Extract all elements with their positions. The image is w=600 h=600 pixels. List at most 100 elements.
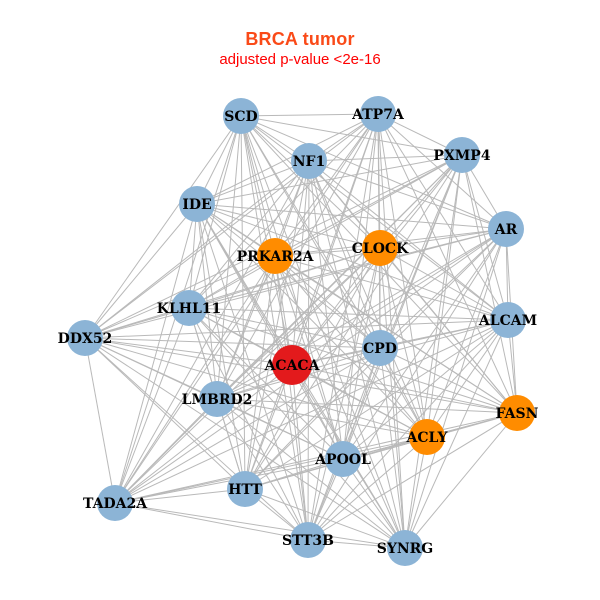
edge-PRKAR2A-LMBRD2 xyxy=(216,255,276,400)
edge-CLOCK-STT3B xyxy=(307,247,381,541)
edge-CLOCK-TADA2A xyxy=(114,247,381,504)
edge-SCD-PRKAR2A xyxy=(240,115,276,257)
edge-ALCAM-HTT xyxy=(244,319,509,490)
edge-PXMP4-FASN xyxy=(461,154,518,414)
edge-NF1-PXMP4 xyxy=(308,154,463,162)
edge-IDE-DDX52 xyxy=(84,203,198,339)
edge-CLOCK-FASN xyxy=(379,247,518,414)
edge-ACACA-HTT xyxy=(244,364,293,490)
edge-ALCAM-SYNRG xyxy=(404,319,509,549)
edge-AR-ACLY xyxy=(426,228,507,438)
edge-ALCAM-ACLY xyxy=(426,319,509,438)
edge-ALCAM-ACACA xyxy=(291,319,509,366)
edge-PRKAR2A-CPD xyxy=(274,255,381,349)
edge-CLOCK-DDX52 xyxy=(84,247,381,339)
edge-KLHL11-FASN xyxy=(188,307,518,414)
edge-AR-CLOCK xyxy=(379,228,507,249)
edge-PRKAR2A-ACLY xyxy=(274,255,428,438)
edge-FASN-STT3B xyxy=(307,412,518,541)
edge-TADA2A-SYNRG xyxy=(114,502,406,549)
edge-IDE-AR xyxy=(196,203,507,230)
edge-APOOL-SYNRG xyxy=(342,458,406,549)
edge-IDE-ACLY xyxy=(196,203,428,438)
edge-ACACA-FASN xyxy=(291,364,518,414)
edge-PXMP4-HTT xyxy=(244,154,463,490)
edge-NF1-KLHL11 xyxy=(188,160,310,309)
edge-NF1-APOOL xyxy=(308,160,344,460)
node-PRKAR2A xyxy=(257,238,293,274)
edge-ATP7A-ALCAM xyxy=(377,113,509,321)
edge-PXMP4-ALCAM xyxy=(461,154,509,321)
edge-PXMP4-SYNRG xyxy=(404,154,463,549)
node-HTT xyxy=(227,471,263,507)
edge-HTT-TADA2A xyxy=(114,488,246,504)
edge-NF1-AR xyxy=(308,160,507,230)
edge-CLOCK-LMBRD2 xyxy=(216,247,381,400)
edge-IDE-ALCAM xyxy=(196,203,509,321)
edge-ACLY-STT3B xyxy=(307,436,428,541)
edge-KLHL11-CPD xyxy=(188,307,381,349)
edge-PXMP4-KLHL11 xyxy=(188,154,463,309)
edge-IDE-HTT xyxy=(196,203,246,490)
edge-PXMP4-PRKAR2A xyxy=(274,154,463,257)
node-STT3B xyxy=(290,522,326,558)
edge-ATP7A-LMBRD2 xyxy=(216,113,379,400)
edge-SCD-DDX52 xyxy=(84,115,242,339)
edge-CPD-FASN xyxy=(379,347,518,414)
edge-IDE-TADA2A xyxy=(114,203,198,504)
edge-LMBRD2-TADA2A xyxy=(114,398,218,504)
node-DDX52 xyxy=(67,320,103,356)
edge-ATP7A-IDE xyxy=(196,113,379,205)
edge-NF1-HTT xyxy=(244,160,310,490)
edge-DDX52-HTT xyxy=(84,337,246,490)
edge-LMBRD2-ACLY xyxy=(216,398,428,438)
node-FASN xyxy=(499,395,535,431)
edge-CPD-HTT xyxy=(244,347,381,490)
node-SYNRG xyxy=(387,530,423,566)
edge-CLOCK-SYNRG xyxy=(379,247,406,549)
node-CLOCK xyxy=(362,230,398,266)
node-TADA2A xyxy=(97,485,133,521)
edge-AR-DDX52 xyxy=(84,228,507,339)
node-PXMP4 xyxy=(444,137,480,173)
edge-ATP7A-AR xyxy=(377,113,507,230)
edge-SCD-AR xyxy=(240,115,507,230)
edge-SCD-PXMP4 xyxy=(240,115,463,156)
edge-ACLY-SYNRG xyxy=(404,436,428,549)
edge-KLHL11-ALCAM xyxy=(188,307,509,321)
edge-HTT-SYNRG xyxy=(244,488,406,549)
edge-DDX52-ACACA xyxy=(84,337,293,366)
edge-SCD-ATP7A xyxy=(240,113,379,117)
edge-TADA2A-STT3B xyxy=(114,502,309,541)
edge-NF1-IDE xyxy=(196,160,310,205)
edge-ALCAM-DDX52 xyxy=(84,319,509,339)
edge-DDX52-ACLY xyxy=(84,337,428,438)
edge-ACACA-TADA2A xyxy=(114,364,293,504)
edge-AR-SYNRG xyxy=(404,228,507,549)
edge-IDE-LMBRD2 xyxy=(196,203,218,400)
edge-CLOCK-ALCAM xyxy=(379,247,509,321)
edge-KLHL11-TADA2A xyxy=(114,307,190,504)
edge-CPD-TADA2A xyxy=(114,347,381,504)
node-ACLY xyxy=(409,419,445,455)
edge-PRKAR2A-FASN xyxy=(274,255,518,414)
edge-SCD-KLHL11 xyxy=(188,115,242,309)
node-ACACA xyxy=(272,345,312,385)
edge-ALCAM-STT3B xyxy=(307,319,509,541)
edge-ACACA-ACLY xyxy=(291,364,428,438)
edge-PXMP4-IDE xyxy=(196,154,463,205)
edge-PRKAR2A-ALCAM xyxy=(274,255,509,321)
edge-SCD-CLOCK xyxy=(240,115,381,249)
edge-IDE-STT3B xyxy=(196,203,309,541)
node-IDE xyxy=(179,186,215,222)
edge-ATP7A-PRKAR2A xyxy=(274,113,379,257)
edge-IDE-APOOL xyxy=(196,203,344,460)
edge-NF1-STT3B xyxy=(307,160,310,541)
edge-PRKAR2A-TADA2A xyxy=(114,255,276,504)
edge-CLOCK-HTT xyxy=(244,247,381,490)
edge-LMBRD2-APOOL xyxy=(216,398,344,460)
node-LMBRD2 xyxy=(199,381,235,417)
node-NF1 xyxy=(291,143,327,179)
